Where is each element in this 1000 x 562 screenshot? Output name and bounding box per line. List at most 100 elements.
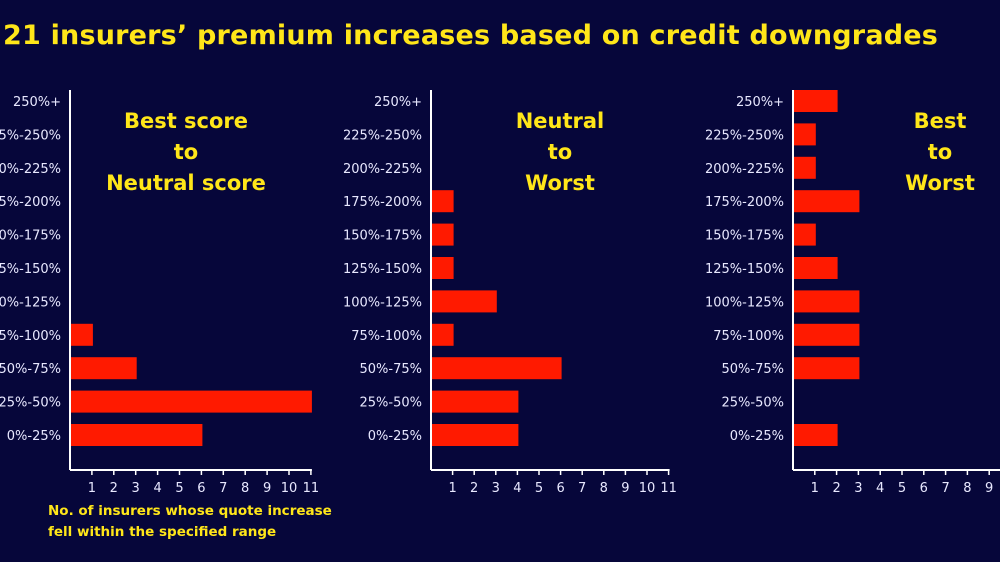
x-tick-label: 8 — [600, 481, 608, 496]
category-label: 100%-125% — [705, 295, 784, 310]
panel-title-line: Best — [913, 109, 967, 133]
category-label: 175%-200% — [0, 195, 61, 210]
bar-100%-125% — [432, 290, 497, 313]
category-label: 175%-200% — [343, 195, 422, 210]
x-axis-label-line-2: fell within the specified range — [48, 524, 277, 540]
x-tick-label: 5 — [898, 481, 906, 496]
panel-title-line: to — [173, 140, 199, 164]
category-label: 200%-225% — [705, 162, 784, 177]
panel-title-line: Neutral score — [106, 171, 266, 195]
category-label: 200%-225% — [0, 162, 61, 177]
category-label: 125%-150% — [0, 262, 61, 277]
bar-150%-175% — [432, 223, 454, 246]
slide-title: 21 insurers’ premium increases based on … — [3, 20, 939, 51]
category-label: 50%-75% — [722, 362, 784, 377]
x-tick-label: 3 — [854, 481, 862, 496]
panel-title-1: Best score to Neutral score — [66, 106, 306, 199]
x-tick-label: 3 — [492, 481, 500, 496]
category-label: 25%-50% — [722, 396, 784, 411]
category-label: 100%-125% — [0, 295, 61, 310]
x-tick-label: 9 — [263, 481, 271, 496]
x-tick-label: 4 — [876, 481, 884, 496]
category-label: 25%-50% — [360, 396, 422, 411]
panel-title-2: Neutral to Worst — [440, 106, 680, 199]
category-label: 200%-225% — [343, 162, 422, 177]
bar-75%-100% — [432, 323, 454, 346]
x-tick-label: 6 — [920, 481, 928, 496]
bar-0%-25% — [794, 424, 838, 446]
category-label: 0%-25% — [730, 429, 784, 444]
x-tick-label: 2 — [470, 481, 478, 496]
bar-50%-75% — [71, 357, 137, 380]
panel-title-line: Neutral — [515, 109, 605, 133]
category-label: 150%-175% — [0, 229, 61, 244]
x-tick-label: 10 — [639, 481, 656, 496]
category-label: 250%+ — [374, 95, 422, 110]
x-tick-label: 11 — [660, 481, 677, 496]
category-label: 175%-200% — [705, 195, 784, 210]
category-label: 50%-75% — [0, 362, 61, 377]
category-label: 75%-100% — [351, 329, 422, 344]
category-label: 225%-250% — [343, 128, 422, 143]
bar-175%-200% — [432, 190, 454, 213]
x-tick-label: 6 — [556, 481, 564, 496]
category-label: 225%-250% — [0, 128, 61, 143]
panel-title-line: to — [547, 140, 573, 164]
bar-0%-25% — [432, 424, 519, 446]
x-tick-label: 7 — [219, 481, 227, 496]
bar-150%-175% — [794, 223, 816, 246]
bar-200%-225% — [794, 156, 816, 179]
category-label: 225%-250% — [705, 128, 784, 143]
bar-125%-150% — [432, 257, 454, 279]
bar-125%-150% — [794, 257, 838, 279]
bar-50%-75% — [432, 357, 562, 380]
category-label: 100%-125% — [343, 295, 422, 310]
x-tick-label: 3 — [132, 481, 140, 496]
x-tick-label: 10 — [281, 481, 298, 496]
bar-175%-200% — [794, 190, 860, 213]
panel-title-line: Best score — [123, 109, 249, 133]
x-tick-label: 4 — [513, 481, 521, 496]
bar-75%-100% — [71, 323, 93, 346]
bar-0%-25% — [71, 424, 203, 446]
panel-title-line: Worst — [525, 171, 595, 195]
x-tick-label: 9 — [985, 481, 993, 496]
x-tick-label: 4 — [153, 481, 161, 496]
category-label: 250%+ — [13, 95, 61, 110]
panel-title-line: to — [927, 140, 953, 164]
category-label: 25%-50% — [0, 396, 61, 411]
category-label: 0%-25% — [368, 429, 422, 444]
x-tick-label: 8 — [241, 481, 249, 496]
category-label: 250%+ — [736, 95, 784, 110]
bar-25%-50% — [71, 390, 312, 413]
bar-25%-50% — [432, 390, 519, 413]
x-tick-label: 9 — [621, 481, 629, 496]
bar-100%-125% — [794, 290, 860, 313]
x-tick-label: 8 — [963, 481, 971, 496]
category-label: 125%-150% — [705, 262, 784, 277]
x-tick-label: 1 — [88, 481, 96, 496]
category-label: 75%-100% — [713, 329, 784, 344]
category-label: 75%-100% — [0, 329, 61, 344]
bar-225%-250% — [794, 123, 816, 146]
category-label: 150%-175% — [705, 229, 784, 244]
x-axis-label: No. of insurers whose quote increase fel… — [48, 501, 332, 543]
bar-50%-75% — [794, 357, 860, 380]
x-tick-label: 11 — [303, 481, 320, 496]
x-tick-label: 5 — [175, 481, 183, 496]
x-tick-label: 2 — [110, 481, 118, 496]
category-label: 125%-150% — [343, 262, 422, 277]
x-tick-label: 1 — [448, 481, 456, 496]
panel-title-line: Worst — [905, 171, 975, 195]
category-label: 0%-25% — [7, 429, 61, 444]
x-axis-label-line-1: No. of insurers whose quote increase — [48, 503, 332, 519]
x-tick-label: 5 — [535, 481, 543, 496]
panel-title-3: Best to Worst — [820, 106, 1000, 199]
x-tick-label: 7 — [941, 481, 949, 496]
x-tick-label: 2 — [832, 481, 840, 496]
x-tick-label: 6 — [197, 481, 205, 496]
x-tick-label: 1 — [811, 481, 819, 496]
x-tick-label: 7 — [578, 481, 586, 496]
bar-75%-100% — [794, 323, 860, 346]
